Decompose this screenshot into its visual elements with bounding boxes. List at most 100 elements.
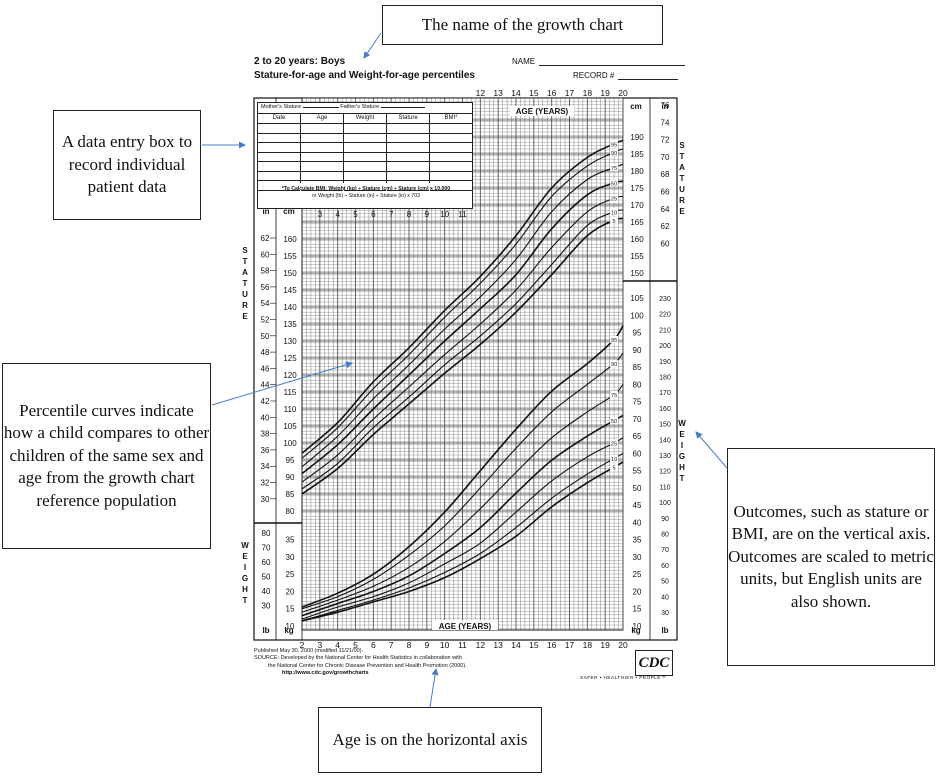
entry-cell[interactable]: [344, 143, 386, 153]
entry-cell[interactable]: [258, 162, 300, 172]
age-tick-bottom: 12: [476, 640, 486, 650]
left-weight-kg-label: 15: [286, 605, 295, 614]
entry-column-header: Stature: [387, 113, 429, 124]
right-stature-cm-label: 185: [630, 150, 644, 159]
entry-column[interactable]: Stature: [386, 113, 429, 191]
right-weight-kg-label: 60: [633, 449, 642, 458]
entry-cell[interactable]: [387, 143, 429, 153]
name-field[interactable]: NAME: [512, 57, 686, 66]
left-weight-vertical-label: I: [244, 563, 246, 572]
left-stature-cm-label: 155: [283, 252, 297, 261]
footer-url[interactable]: http://www.cdc.gov/growthcharts: [282, 670, 369, 677]
entry-cell[interactable]: [301, 143, 343, 153]
entry-cell[interactable]: [258, 181, 300, 191]
weight-percentile-curve: [301, 452, 624, 622]
entry-cell[interactable]: [301, 124, 343, 134]
entry-cell[interactable]: [344, 162, 386, 172]
entry-column[interactable]: Date: [258, 113, 300, 191]
stature-percentile-label: 75: [611, 166, 617, 172]
entry-cell[interactable]: [301, 162, 343, 172]
percentile-label-bg: [610, 208, 619, 216]
entry-column[interactable]: Age: [300, 113, 343, 191]
unit-lb-left: lb: [262, 626, 269, 635]
right-stature-cm-label: 170: [630, 201, 644, 210]
right-stature-cm-label: 175: [630, 184, 644, 193]
entry-cell[interactable]: [387, 162, 429, 172]
left-stature-cm-label: 150: [283, 269, 297, 278]
entry-table[interactable]: Date Age Weight Stature BMI*: [258, 113, 472, 191]
entry-column-header: Age: [301, 113, 343, 124]
left-weight-vertical-label: E: [242, 552, 248, 561]
arrow-chart-name: [363, 32, 382, 59]
entry-cell[interactable]: [430, 143, 472, 153]
entry-cell[interactable]: [387, 172, 429, 181]
entry-cell[interactable]: [301, 134, 343, 143]
cdc-tagline: SAFER • HEALTHIER • PEOPLE™: [580, 676, 667, 681]
entry-cell[interactable]: [301, 181, 343, 191]
bmi-note: *To Calculate BMI: Weight (kg) ÷ Stature…: [260, 186, 472, 201]
age-tick-bottom: 6: [371, 640, 376, 650]
entry-column[interactable]: BMI*: [429, 113, 472, 191]
entry-cell[interactable]: [430, 134, 472, 143]
record-field[interactable]: RECORD #: [573, 71, 679, 80]
left-stature-vertical-label: S: [242, 246, 248, 255]
percentile-label-bg: [610, 335, 619, 343]
entry-cell[interactable]: [258, 143, 300, 153]
entry-cell[interactable]: [344, 134, 386, 143]
right-weight-lb-label: 50: [661, 579, 669, 586]
age-tick-bottom: 10: [440, 640, 450, 650]
left-weight-kg-label: 35: [286, 536, 295, 545]
age-tick-top: 12: [476, 88, 486, 98]
callout-age-axis-text: Age is on the horizontal axis: [332, 729, 528, 749]
percentile-label-bg: [610, 417, 619, 425]
chart-subtitle: Stature-for-age and Weight-for-age perce…: [254, 70, 475, 81]
arrow-percentile: [211, 361, 353, 406]
right-weight-lb-label: 130: [659, 453, 671, 460]
left-stature-in-label: 46: [261, 364, 270, 373]
age-tick-top: 20: [618, 88, 628, 98]
entry-cell[interactable]: [344, 124, 386, 134]
right-stature-in-label: 76: [661, 101, 670, 110]
unit-lb-right: lb: [661, 626, 668, 635]
stature-percentile-label: 10: [611, 210, 617, 216]
right-weight-lb-label: 160: [659, 406, 671, 413]
entry-cell[interactable]: [258, 172, 300, 181]
right-weight-kg-label: 30: [633, 553, 642, 562]
entry-cell[interactable]: [430, 181, 472, 191]
entry-cell[interactable]: [430, 153, 472, 162]
entry-cell[interactable]: [430, 124, 472, 134]
entry-cell[interactable]: [387, 134, 429, 143]
age-axis-title-top: AGE (YEARS): [516, 107, 569, 116]
entry-column-header: Weight: [344, 113, 386, 124]
left-stature-cm-label: 125: [283, 354, 297, 363]
left-stature-cm-label: 110: [284, 405, 297, 414]
right-weight-kg-label: 50: [633, 484, 642, 493]
left-stature-cm-label: 140: [283, 303, 297, 312]
entry-cell[interactable]: [387, 124, 429, 134]
left-stature-in-label: 60: [261, 250, 270, 259]
entry-cell[interactable]: [301, 153, 343, 162]
cdc-logo: CDC: [635, 650, 673, 676]
entry-cell[interactable]: [301, 172, 343, 181]
left-weight-vertical-label: W: [241, 541, 249, 550]
entry-cell[interactable]: [258, 134, 300, 143]
left-stature-in-label: 56: [261, 283, 270, 292]
right-weight-lb-label: 40: [661, 594, 669, 601]
entry-cell[interactable]: [387, 153, 429, 162]
entry-cell[interactable]: [344, 172, 386, 181]
entry-column[interactable]: Weight: [343, 113, 386, 191]
callout-chart-name: The name of the growth chart: [382, 5, 663, 45]
age-tick-top: 18: [583, 88, 593, 98]
data-entry-box[interactable]: Mother's Stature Father's Stature Date Ag…: [257, 102, 473, 209]
entry-cell[interactable]: [258, 153, 300, 162]
entry-cell[interactable]: [344, 181, 386, 191]
entry-cell[interactable]: [258, 124, 300, 134]
entry-cell[interactable]: [387, 181, 429, 191]
entry-cell[interactable]: [430, 172, 472, 181]
weight-percentile-curve: [301, 437, 624, 620]
entry-cell[interactable]: [430, 162, 472, 172]
age-tick-inset: 8: [407, 210, 412, 219]
father-stature-label: Father's Stature: [340, 104, 380, 110]
entry-cell[interactable]: [344, 153, 386, 162]
